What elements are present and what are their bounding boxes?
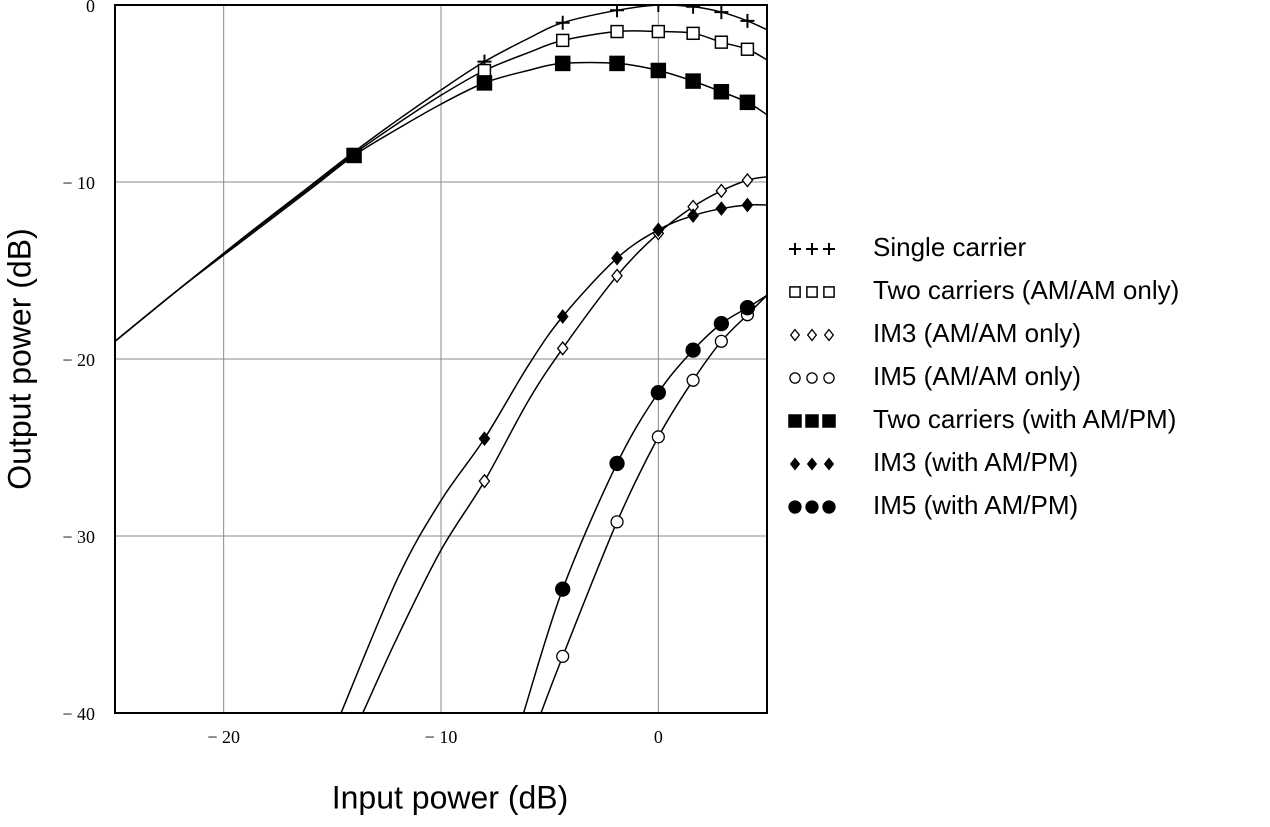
marker (714, 5, 729, 20)
marker (650, 62, 667, 79)
series-line (362, 175, 767, 713)
marker (739, 94, 756, 111)
y-tick-label: − 30 (62, 527, 95, 547)
legend-label: Two carriers (AM/AM only) (873, 275, 1179, 305)
marker (610, 515, 624, 529)
legend-symbol (789, 372, 801, 384)
marker (650, 384, 666, 401)
plot-area (115, 5, 767, 713)
marker (609, 455, 625, 472)
legend-symbol (823, 286, 835, 298)
legend-symbol (788, 500, 802, 514)
marker (714, 334, 728, 348)
x-tick-label: − 10 (425, 727, 458, 747)
series-line (340, 204, 767, 713)
marker (555, 581, 571, 597)
marker (609, 55, 625, 72)
y-tick-label: − 10 (62, 173, 95, 193)
marker (739, 300, 756, 316)
legend-symbol (823, 328, 835, 342)
marker (554, 55, 571, 72)
marker (478, 431, 491, 446)
legend-label: IM3 (with AM/PM) (873, 447, 1078, 477)
legend-symbol (806, 328, 818, 342)
x-axis-title: Input power (dB) (332, 779, 569, 815)
legend-label: IM5 (AM/AM only) (873, 361, 1081, 391)
marker (651, 5, 666, 12)
marker (715, 183, 728, 199)
marker (611, 250, 623, 266)
marker (652, 222, 665, 238)
legend-label: Single carrier (873, 232, 1027, 262)
legend-symbol (806, 286, 818, 298)
marker (555, 15, 570, 30)
legend-symbol (806, 372, 818, 384)
legend-symbol (805, 500, 819, 514)
marker (740, 42, 755, 56)
y-tick-label: − 20 (62, 350, 95, 370)
legend-symbol (789, 286, 801, 298)
marker (610, 5, 625, 18)
legend-symbol (789, 328, 801, 342)
marker (556, 341, 569, 356)
marker (476, 75, 493, 91)
marker (713, 83, 730, 100)
legend-symbol (822, 500, 836, 514)
marker (686, 26, 700, 41)
legend-symbol (805, 414, 819, 428)
legend-symbol (789, 243, 801, 255)
legend-symbol (823, 243, 835, 255)
x-tick-label: − 20 (207, 727, 240, 747)
marker (610, 24, 624, 39)
y-tick-label: 0 (86, 0, 95, 16)
marker (556, 309, 569, 324)
plot-frame (114, 4, 768, 714)
marker (741, 197, 754, 213)
marker (346, 147, 362, 164)
legend-symbol (788, 414, 802, 428)
y-tick-label: − 40 (62, 704, 95, 724)
y-axis-title: Output power (dB) (1, 228, 37, 489)
marker (713, 315, 730, 332)
marker (714, 35, 729, 49)
legend-label: IM3 (AM/AM only) (873, 318, 1081, 348)
marker (686, 5, 701, 14)
marker (741, 172, 754, 188)
legend-symbol (806, 243, 818, 255)
marker (478, 473, 491, 489)
legend-label: IM5 (with AM/PM) (873, 490, 1078, 520)
legend-symbol (823, 372, 835, 384)
series-line (115, 5, 767, 342)
legend-symbol (789, 457, 801, 471)
marker (651, 24, 666, 39)
marker (651, 430, 665, 444)
marker (715, 201, 728, 216)
marker (556, 649, 570, 663)
legend-label: Two carriers (with AM/PM) (873, 404, 1176, 434)
marker (611, 268, 623, 284)
marker (687, 208, 699, 223)
legend-symbol (822, 414, 836, 428)
marker (477, 63, 492, 78)
marker (686, 373, 700, 387)
marker (740, 13, 755, 28)
marker (556, 33, 570, 48)
marker (685, 342, 701, 358)
marker (685, 73, 701, 89)
x-tick-label: 0 (654, 727, 663, 747)
series-line (540, 294, 767, 713)
legend-symbol (806, 457, 818, 471)
legend-symbol (823, 457, 835, 471)
